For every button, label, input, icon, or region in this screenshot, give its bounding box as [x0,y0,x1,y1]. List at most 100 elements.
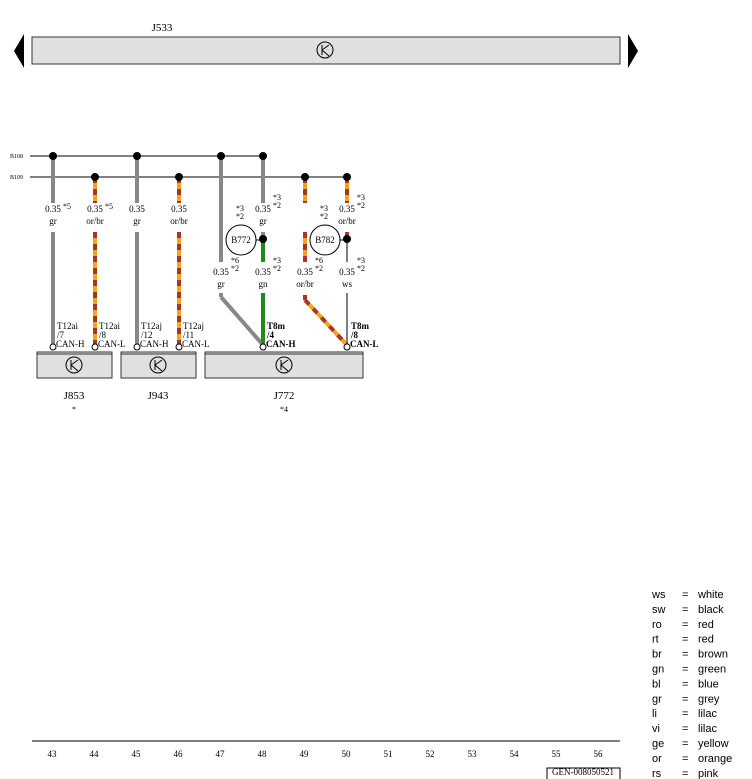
junction [133,152,141,160]
wire-note: *3 [273,256,281,265]
legend-meaning: lilac [698,708,717,720]
junction [343,173,351,181]
splice-note: *3 [236,204,244,213]
legend-code: ge [652,738,664,750]
component-label: J943 [148,390,169,402]
connector-pin [49,343,57,351]
connector-pin-number: /12 [141,330,153,340]
connector-signal: CAN-L [98,339,126,349]
splice-note: *2 [320,212,328,221]
junction [259,235,267,243]
legend-meaning: red [698,619,714,631]
legend-separator: = [682,723,688,735]
legend-separator: = [682,604,688,616]
connector-pin [343,343,351,351]
wire-note: *5 [63,202,71,211]
legend-meaning: white [697,589,724,601]
control-unit-symbol [149,356,167,374]
column-number: 52 [426,749,435,759]
wire-color: gr [217,279,225,289]
wire-size: 0.35 [297,267,313,277]
legend-code: rs [652,768,662,779]
legend-separator: = [682,649,688,661]
splice-note: *2 [236,212,244,221]
splice-label: B782 [315,235,335,245]
wire-size: 0.35 [45,204,61,214]
wire-size: 0.35 [213,267,229,277]
splice-label: B772 [231,235,251,245]
legend-code: bl [652,678,661,690]
component-note: * [72,405,76,414]
connector-name: T12ai [99,321,120,331]
control-unit-symbol [275,356,293,374]
component-label: J853 [64,390,85,402]
component-box [204,351,364,379]
control-unit-symbol [65,356,83,374]
legend-meaning: black [698,604,724,616]
wire-color: gr [259,216,267,226]
wire-size: 0.35 [171,204,187,214]
wire [219,295,265,347]
connector-pin [175,343,183,351]
legend-meaning: lilac [698,723,717,735]
wire-note: *2 [273,264,281,273]
wire-note: *5 [105,202,113,211]
legend-meaning: green [698,664,726,676]
wire-note: *2 [231,264,239,273]
component-label: J533 [152,22,173,34]
splice [309,224,341,256]
drawing-id: GEN-008050521 [552,767,614,777]
legend-code: ws [651,589,666,601]
legend-code: br [652,649,662,661]
bus-label: B109 [10,175,23,181]
connector-pin [133,343,141,351]
connector-pin-number: /4 [266,330,275,340]
connector-signal: CAN-H [140,339,169,349]
legend-code: ro [652,619,662,631]
legend-code: vi [652,723,660,735]
wire-note: *3 [273,193,281,202]
column-number: 50 [342,749,352,759]
legend-meaning: red [698,634,714,646]
connector-pin [91,343,99,351]
legend-separator: = [682,634,688,646]
component-box [120,351,197,379]
wire-note: *2 [357,201,365,210]
column-number: 45 [132,749,142,759]
splice-note: *3 [320,204,328,213]
connector-pin-number: /8 [99,330,107,340]
legend-separator: = [682,708,688,720]
legend-meaning: yellow [698,738,729,750]
legend-separator: = [682,693,688,705]
wire-size: 0.35 [339,267,355,277]
legend-separator: = [682,619,688,631]
legend-meaning: grey [698,693,720,705]
component-label: J772 [274,390,295,402]
splice [225,224,257,256]
legend-code: or [652,753,662,765]
arrow-right [628,34,638,68]
junction [301,173,309,181]
control-unit-symbol [154,359,163,372]
bus-label: B108 [10,154,23,160]
wire-note: *2 [273,201,281,210]
column-number: 55 [552,749,562,759]
column-number: 48 [258,749,268,759]
wire-note: *6 [231,256,239,265]
legend-code: li [652,708,657,720]
column-number: 54 [510,749,520,759]
wire-size: 0.35 [87,204,103,214]
wire-size: 0.35 [129,204,145,214]
drawing-id-box [546,767,621,779]
legend-separator: = [682,678,688,690]
legend-code: rt [652,634,659,646]
connector-pin-number: /11 [183,330,194,340]
junction [343,235,351,243]
wire-size: 0.35 [255,267,271,277]
component-box [36,351,113,379]
wire-note: *2 [357,264,365,273]
connector-pin [259,343,267,351]
wire-note: *3 [357,256,365,265]
arrow-left [14,34,24,68]
